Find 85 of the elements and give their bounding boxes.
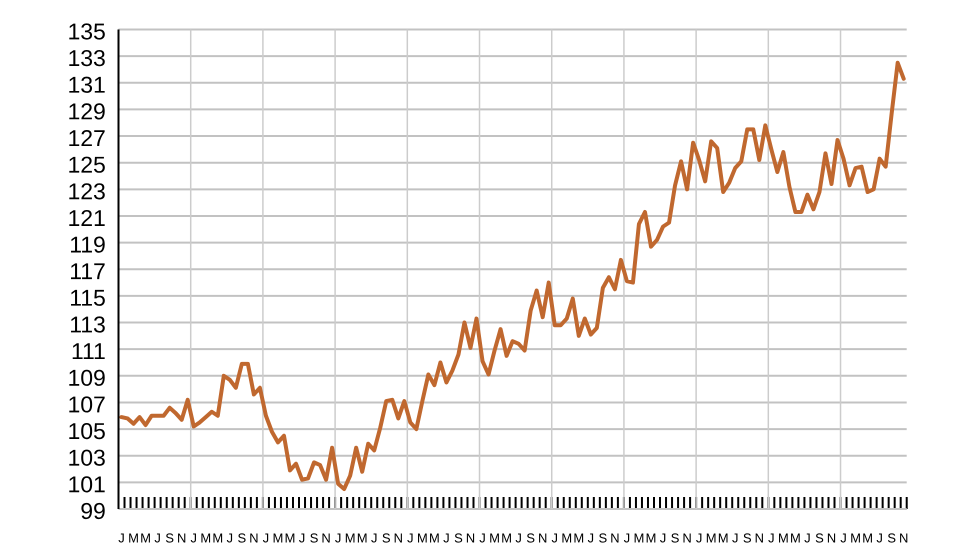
x-tick-label: N — [322, 534, 330, 542]
y-tick-label: 109 — [69, 370, 105, 386]
x-tick-label: J — [335, 533, 340, 543]
y-tick-label: 101 — [69, 476, 105, 492]
x-tick-label: M — [141, 534, 150, 542]
y-tick-label: 133 — [69, 50, 105, 66]
y-tick-label: 103 — [69, 450, 105, 466]
x-tick-label: J — [840, 533, 846, 543]
y-tick-label: 117 — [71, 263, 105, 280]
x-tick-label: J — [226, 533, 232, 543]
x-tick-label: J — [479, 533, 485, 543]
x-tick-label: J — [732, 533, 738, 543]
y-tick-label: 127 — [69, 130, 105, 146]
x-tick-label: J — [768, 533, 774, 543]
x-tick-label: N — [178, 534, 186, 542]
y-tick-label: 131 — [69, 76, 105, 93]
x-tick-label: N — [900, 534, 908, 542]
x-tick-label: M — [646, 534, 656, 542]
x-tick-label: M — [346, 534, 354, 542]
x-tick-label: M — [201, 534, 210, 542]
x-tick-label: M — [502, 534, 511, 542]
x-tick-label: J — [876, 533, 882, 543]
x-tick-label: J — [190, 533, 196, 543]
x-tick-label: M — [791, 534, 800, 542]
y-tick-label: 129 — [69, 103, 105, 120]
x-tick-label: S — [238, 533, 246, 543]
x-tick-label: M — [358, 534, 367, 542]
x-tick-label: J — [371, 533, 376, 543]
y-tick-label: 115 — [71, 290, 105, 306]
x-tick-label: J — [118, 533, 124, 543]
x-tick-label: J — [552, 533, 557, 543]
x-tick-label: S — [599, 533, 607, 543]
x-tick-label: S — [310, 533, 318, 543]
y-tick-label: 123 — [69, 183, 105, 200]
x-tick-label: J — [624, 533, 630, 543]
y-tick-label: 121 — [69, 210, 105, 226]
x-tick-label: M — [286, 534, 294, 542]
x-tick-label: J — [696, 533, 702, 543]
x-tick-label: J — [407, 533, 413, 543]
x-tick-label: J — [804, 533, 810, 543]
x-tick-label: N — [756, 534, 763, 542]
y-tick-label: 99 — [81, 502, 105, 520]
x-tick-label: M — [706, 534, 716, 542]
x-tick-label: M — [430, 534, 439, 542]
x-tick-label: M — [779, 534, 788, 542]
x-tick-label: M — [490, 534, 499, 542]
x-tick-label: S — [166, 533, 174, 543]
y-tick-label: 135 — [69, 23, 105, 40]
y-tick-label: 111 — [72, 343, 105, 360]
x-tick-label: S — [382, 533, 390, 543]
x-tick-label: J — [262, 533, 268, 543]
x-tick-label: J — [660, 533, 666, 543]
x-tick-label: M — [129, 534, 138, 542]
x-tick-label: J — [588, 533, 594, 543]
x-tick-label: N — [828, 534, 836, 542]
x-tick-label: J — [298, 533, 304, 543]
x-tick-label: N — [611, 534, 619, 542]
x-tick-label: M — [718, 534, 728, 542]
y-tick-label: 125 — [69, 156, 105, 173]
x-tick-label: S — [671, 533, 679, 543]
x-tick-label: J — [154, 533, 160, 543]
x-tick-label: N — [394, 534, 402, 542]
x-tick-label: N — [683, 534, 691, 542]
x-tick-label: S — [888, 533, 896, 543]
x-tick-label: S — [744, 533, 751, 543]
x-tick-label: M — [418, 534, 427, 542]
x-tick-label: J — [443, 533, 449, 543]
y-tick-label: 119 — [71, 236, 105, 253]
x-tick-label: M — [274, 534, 282, 542]
x-tick-label: S — [816, 533, 824, 543]
y-tick-label: 113 — [71, 316, 105, 333]
x-tick-label: N — [250, 534, 258, 542]
x-tick-label: M — [213, 534, 222, 542]
x-tick-label: M — [562, 534, 572, 542]
x-tick-label: M — [851, 534, 860, 542]
x-tick-label: S — [454, 533, 462, 543]
y-tick-label: 107 — [69, 396, 105, 413]
x-tick-label: M — [574, 534, 584, 542]
x-tick-label: N — [466, 534, 474, 542]
x-tick-label: M — [863, 534, 872, 542]
x-tick-label: J — [516, 533, 521, 543]
x-tick-label: N — [539, 534, 546, 542]
y-tick-label: 105 — [69, 422, 105, 440]
x-tick-label: S — [526, 533, 534, 543]
x-tick-label: M — [634, 534, 644, 542]
